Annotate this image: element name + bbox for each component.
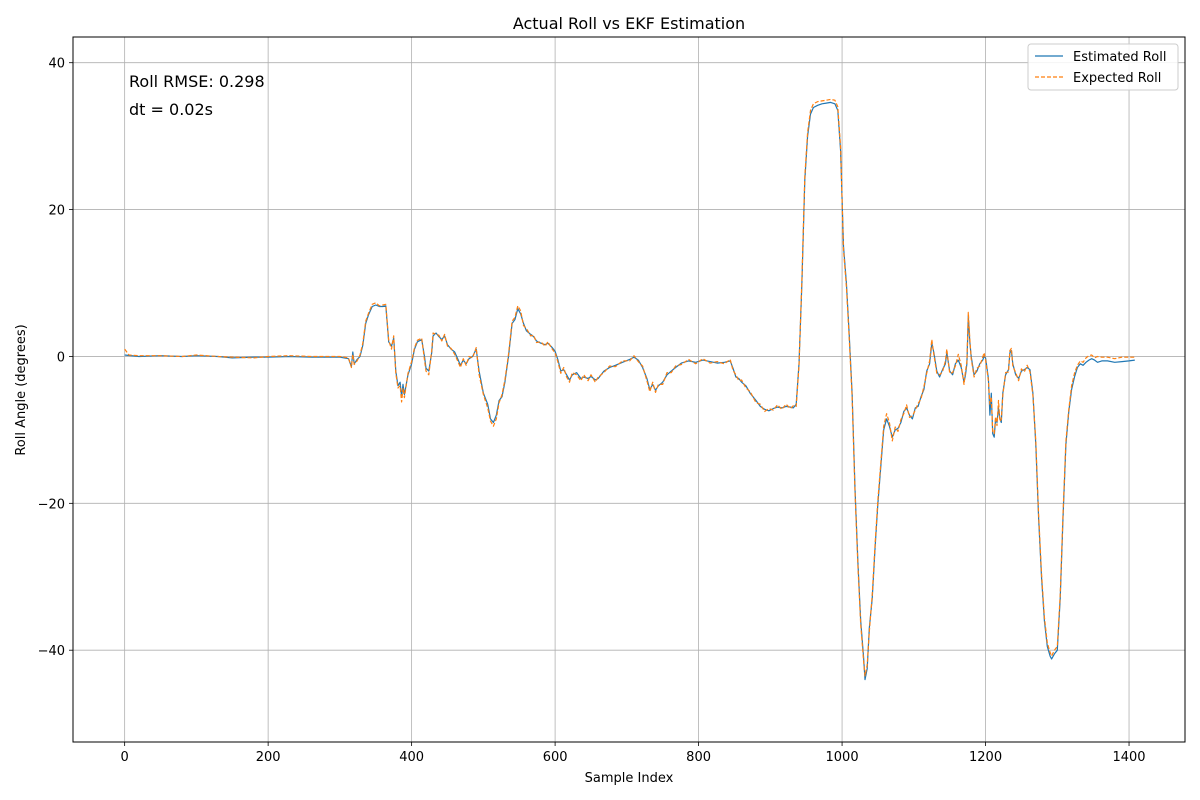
- y-tick-label: −20: [38, 497, 65, 512]
- plot-frame: [72, 36, 1186, 743]
- y-tick-label: −40: [38, 644, 65, 659]
- legend: Estimated Roll Expected Roll: [1027, 43, 1179, 91]
- legend-box: [1027, 43, 1179, 91]
- x-tick-label: 1000: [826, 750, 859, 765]
- y-tick-label: 20: [48, 204, 65, 219]
- rmse-annotation: Roll RMSE: 0.298: [129, 72, 265, 91]
- x-tick-label: 1400: [1112, 750, 1145, 765]
- grid-lines: [73, 37, 1185, 742]
- expected-roll-line: [124, 98, 1135, 677]
- x-tick-label: 200: [256, 750, 281, 765]
- axis-ticks: 0 200 400 600 800 1000 1200 1400 −40 −20 0 20 40: [38, 57, 1146, 765]
- y-tick-label: 0: [57, 350, 65, 365]
- chart-title: Actual Roll vs EKF Estimation: [513, 14, 745, 33]
- y-tick-label: 40: [48, 57, 65, 72]
- x-tick-label: 1200: [969, 750, 1002, 765]
- x-axis-label: Sample Index: [585, 771, 674, 786]
- x-tick-label: 400: [399, 750, 424, 765]
- dt-annotation: dt = 0.02s: [129, 100, 213, 119]
- estimated-roll-line: [124, 101, 1135, 681]
- legend-label-estimated: Estimated Roll: [1073, 50, 1166, 65]
- legend-label-expected: Expected Roll: [1073, 71, 1161, 86]
- series-lines: [124, 98, 1135, 681]
- x-tick-label: 0: [121, 750, 129, 765]
- x-tick-label: 800: [686, 750, 711, 765]
- y-axis-label: Roll Angle (degrees): [14, 324, 29, 455]
- x-tick-label: 600: [543, 750, 568, 765]
